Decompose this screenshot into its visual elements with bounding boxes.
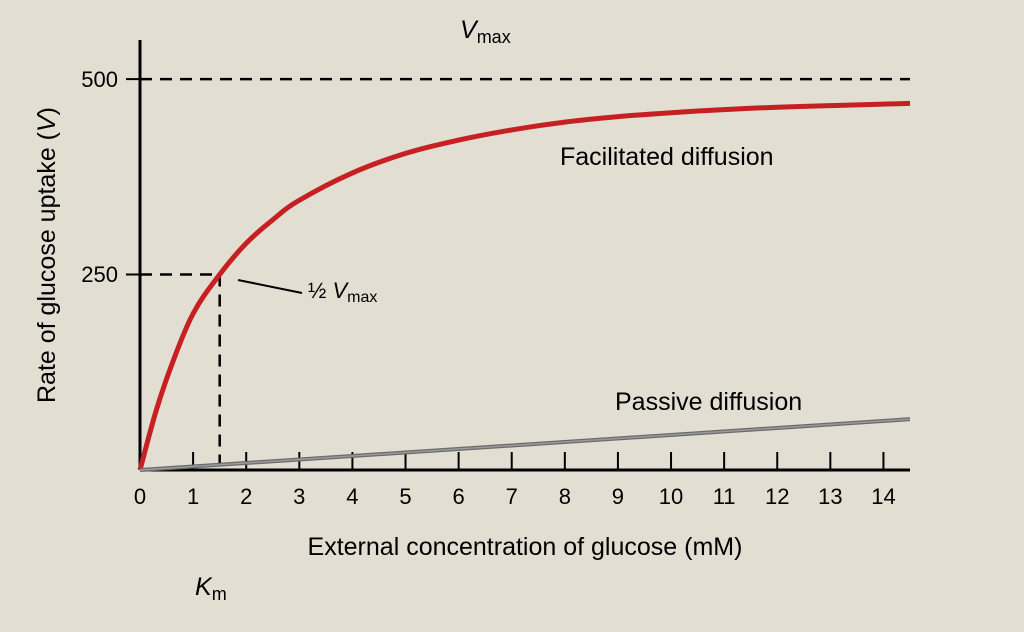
y-axis-title: Rate of glucose uptake (V) — [33, 107, 61, 403]
chart-svg: 250 500 01234567891011121314 Vmax ½ Vmax… — [0, 0, 1024, 632]
y-tick-label-500: 500 — [81, 67, 118, 92]
x-tick-label-13: 13 — [818, 484, 842, 509]
x-tick-label-11: 11 — [713, 484, 736, 509]
glucose-uptake-chart: 250 500 01234567891011121314 Vmax ½ Vmax… — [0, 0, 1024, 632]
x-tick-label-12: 12 — [765, 484, 789, 509]
half-vmax-label: ½ Vmax — [308, 278, 377, 306]
x-tick-label-5: 5 — [399, 484, 411, 509]
x-tick-label-9: 9 — [612, 484, 624, 509]
passive-diffusion-line-highlight — [140, 419, 910, 470]
y-ticks — [126, 79, 140, 274]
vmax-label: Vmax — [460, 16, 511, 47]
x-tick-label-0: 0 — [134, 484, 146, 509]
x-tick-label-6: 6 — [452, 484, 464, 509]
x-tick-label-14: 14 — [871, 484, 895, 509]
x-tick-label-2: 2 — [240, 484, 252, 509]
x-tick-label-3: 3 — [293, 484, 305, 509]
x-axis-title: External concentration of glucose (mM) — [308, 533, 743, 561]
half-vmax-pointer — [238, 280, 302, 293]
x-tick-label-8: 8 — [559, 484, 571, 509]
passive-diffusion-label: Passive diffusion — [615, 388, 802, 416]
y-tick-label-250: 250 — [81, 262, 118, 287]
x-tick-label-10: 10 — [659, 484, 683, 509]
x-tick-label-7: 7 — [506, 484, 518, 509]
x-tick-label-4: 4 — [346, 484, 358, 509]
facilitated-diffusion-label: Facilitated diffusion — [560, 143, 774, 171]
x-tick-label-1: 1 — [187, 484, 199, 509]
km-label: Km — [195, 573, 227, 604]
x-tick-labels: 01234567891011121314 — [134, 484, 896, 509]
